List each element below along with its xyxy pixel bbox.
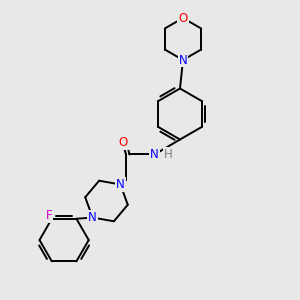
- Text: N: N: [178, 53, 188, 67]
- Text: O: O: [118, 136, 127, 149]
- Text: N: N: [88, 211, 97, 224]
- Text: H: H: [164, 148, 172, 161]
- Text: N: N: [116, 178, 125, 191]
- Text: O: O: [178, 11, 188, 25]
- Text: F: F: [46, 209, 52, 222]
- Text: N: N: [150, 148, 159, 161]
